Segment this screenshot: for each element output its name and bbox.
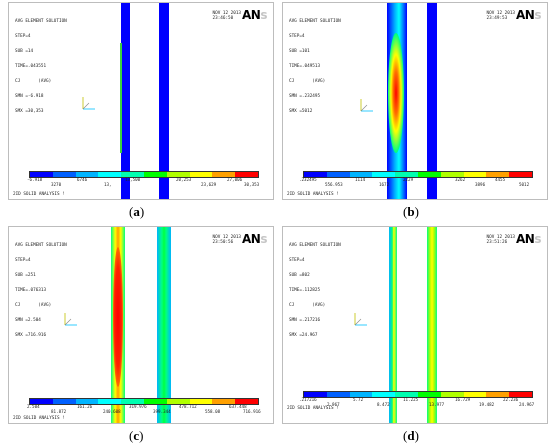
panel-a: AVG ELEMENT SOLUTION STEP=4 SUB =14 TIME… bbox=[8, 2, 274, 200]
colorbar bbox=[29, 398, 259, 405]
timestamp: NOV 12 2013 23:50:56 bbox=[212, 235, 241, 245]
colorbar-tick: 240.608 bbox=[103, 409, 121, 414]
colorbar-tick: 5012 bbox=[519, 182, 530, 187]
colorbar-tick: 30,353 bbox=[244, 182, 260, 187]
contour-hotspot bbox=[388, 33, 404, 153]
caption-b: (b) bbox=[403, 204, 419, 219]
contour-stripe-blue-left bbox=[121, 3, 130, 199]
colorbar-tick: 19.482 bbox=[479, 402, 495, 407]
colorbar bbox=[29, 171, 259, 178]
colorbar-tick: 3270 bbox=[51, 182, 62, 187]
colorbar-tick: 22.236 bbox=[503, 397, 519, 402]
colorbar-tick: 637.448 bbox=[229, 404, 247, 409]
colorbar-tick: 1672 bbox=[379, 182, 390, 187]
colorbar bbox=[303, 171, 533, 178]
axis-triad-icon bbox=[82, 97, 95, 110]
footer-label: 2ID SOLID ANALYSIS ! bbox=[13, 192, 65, 197]
colorbar-tick: -6.918 bbox=[27, 177, 43, 182]
footer-label: 2ID SOLID ANALYSIS ! bbox=[13, 416, 65, 421]
colorbar-tick: 4455 bbox=[495, 177, 506, 182]
colorbar-tick: 13,500 bbox=[125, 177, 141, 182]
contour-stripe-green-edge bbox=[120, 43, 122, 153]
caption-c: (c) bbox=[129, 428, 144, 443]
colorbar-tick: 1114 bbox=[355, 177, 366, 182]
colorbar-tick: 558.08 bbox=[205, 409, 221, 414]
solution-header: AVG ELEMENT SOLUTION STEP=4 SUB =101 TIM… bbox=[289, 19, 341, 114]
colorbar-tick: 2229 bbox=[403, 177, 414, 182]
panel-b: AVG ELEMENT SOLUTION STEP=4 SUB =101 TIM… bbox=[282, 2, 548, 200]
axis-triad-icon bbox=[360, 99, 373, 112]
colorbar-tick: 161.26 bbox=[77, 404, 93, 409]
footer-label: 2ID SOLID ANALYSIS ! bbox=[287, 406, 339, 411]
contour-stripe-right bbox=[427, 227, 437, 423]
axis-triad-icon bbox=[354, 313, 367, 326]
colorbar-tick: .217216 bbox=[299, 397, 317, 402]
contour-stripe-blue-right bbox=[427, 3, 437, 199]
contour-band-right bbox=[157, 227, 171, 423]
colorbar-tick: 20,253 bbox=[176, 177, 192, 182]
colorbar-tick: 6746 bbox=[77, 177, 88, 182]
contour-hotspot bbox=[113, 247, 123, 387]
panel-d: AVG ELEMENT SOLUTION STEP=4 SUB =802 TIM… bbox=[282, 226, 548, 424]
colorbar-tick: 8.472 bbox=[377, 402, 390, 407]
timestamp: NOV 12 2013 23:49:53 bbox=[486, 11, 515, 21]
timestamp: NOV 12 2013 23:46:50 bbox=[212, 11, 241, 21]
ansys-logo: ANs bbox=[516, 232, 541, 246]
colorbar-tick: 13, bbox=[104, 182, 112, 187]
colorbar-tick: 556.953 bbox=[325, 182, 343, 187]
colorbar-tick: 3896 bbox=[475, 182, 486, 187]
footer-label: 2ID SOLID ANALYSIS ! bbox=[287, 192, 339, 197]
caption-a: (a) bbox=[129, 204, 145, 219]
colorbar-tick: 11.225 bbox=[403, 397, 419, 402]
solution-header: AVG ELEMENT SOLUTION STEP=4 SUB =14 TIME… bbox=[15, 19, 67, 114]
colorbar-tick: 399.344 bbox=[153, 409, 171, 414]
axis-triad-icon bbox=[64, 313, 77, 326]
colorbar-tick: 478.712 bbox=[179, 404, 197, 409]
colorbar-tick: 24.967 bbox=[519, 402, 535, 407]
colorbar-tick: 2.504 bbox=[27, 404, 40, 409]
colorbar-tick: .232495 bbox=[299, 177, 317, 182]
solution-header: AVG ELEMENT SOLUTION STEP=4 SUB =251 TIM… bbox=[15, 243, 67, 338]
colorbar-tick: 27,006 bbox=[227, 177, 243, 182]
caption-d: (d) bbox=[403, 428, 419, 443]
colorbar-tick: 13.977 bbox=[429, 402, 445, 407]
solution-header: AVG ELEMENT SOLUTION STEP=4 SUB =802 TIM… bbox=[289, 243, 341, 338]
colorbar-tick: 23,629 bbox=[201, 182, 217, 187]
colorbar-tick: 5.72 bbox=[353, 397, 364, 402]
colorbar-tick: 716.916 bbox=[243, 409, 261, 414]
contour-stripe-left bbox=[389, 227, 397, 423]
panel-c: AVG ELEMENT SOLUTION STEP=4 SUB =251 TIM… bbox=[8, 226, 274, 424]
colorbar-tick: 81.872 bbox=[51, 409, 67, 414]
colorbar-tick: 3262 bbox=[455, 177, 466, 182]
contour-stripe-blue-right bbox=[159, 3, 169, 199]
ansys-logo: ANs bbox=[242, 8, 267, 22]
colorbar-tick: 319.976 bbox=[129, 404, 147, 409]
colorbar-tick: 16.729 bbox=[455, 397, 471, 402]
ansys-logo: ANs bbox=[242, 232, 267, 246]
ansys-logo: ANs bbox=[516, 8, 541, 22]
colorbar-tick: 2.967 bbox=[327, 402, 340, 407]
timestamp: NOV 12 2013 23:51:26 bbox=[486, 235, 515, 245]
colorbar bbox=[303, 391, 533, 398]
